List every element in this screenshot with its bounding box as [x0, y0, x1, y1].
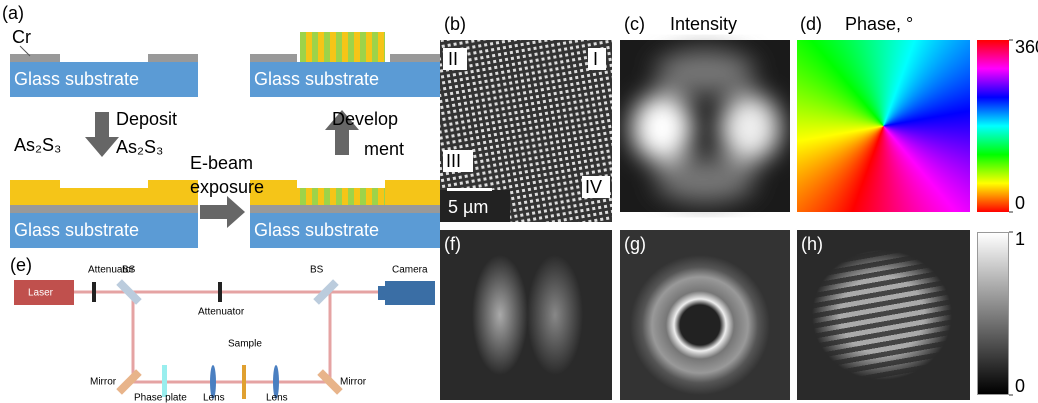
quadrant-label: II	[448, 49, 458, 69]
component-label: BS	[310, 265, 324, 276]
step-label: Deposit	[116, 109, 177, 129]
component-label: Camera	[392, 265, 428, 276]
panel-label: (h)	[801, 234, 823, 254]
step-label: E-beam	[190, 153, 253, 173]
component-label: Lens	[266, 393, 288, 403]
component-label: Mirror	[90, 377, 117, 388]
substrate-label: Glass substrate	[254, 69, 379, 89]
layer-label: As₂S₃	[14, 135, 61, 155]
figure: (a) Cr Glass substrate Glass substrate G…	[0, 0, 1038, 403]
component-label: BS	[122, 265, 136, 276]
step-label: Develop	[332, 109, 398, 129]
step-label: As₂S₃	[116, 137, 163, 157]
diagram: (a) Cr Glass substrate Glass substrate G…	[0, 0, 1038, 403]
panel-label: (e)	[10, 255, 32, 275]
step-label: exposure	[190, 177, 264, 197]
component-label: Attenuator	[198, 307, 245, 318]
quadrant-label: III	[446, 151, 461, 171]
substrate-label: Glass substrate	[254, 220, 379, 240]
panel-label: (a)	[2, 3, 24, 23]
colorbar-tick-label: 360	[1015, 37, 1038, 57]
colorbar-tick-label: 0	[1015, 376, 1025, 396]
panel-title: Intensity	[670, 14, 737, 34]
quadrant-label: IV	[585, 177, 602, 197]
step-label: ment	[364, 139, 404, 159]
panel-label: (b)	[444, 14, 466, 34]
colorbar-tick-label: 1	[1015, 229, 1025, 249]
component-label: Sample	[228, 339, 262, 350]
panel-label: (f)	[444, 234, 461, 254]
substrate-label: Glass substrate	[14, 220, 139, 240]
component-label: Laser	[28, 288, 54, 299]
quadrant-label: I	[593, 49, 598, 69]
component-label: Lens	[203, 393, 225, 403]
component-label: Mirror	[340, 377, 367, 388]
panel-label: (c)	[624, 14, 645, 34]
panel-label: (d)	[800, 14, 822, 34]
panel-title: Phase, °	[845, 14, 913, 34]
panel-label: (g)	[624, 234, 646, 254]
colorbar-tick-label: 0	[1015, 193, 1025, 213]
label: Cr	[12, 27, 31, 47]
scale-bar-label: 5 µm	[448, 197, 488, 217]
component-label: Phase plate	[134, 393, 187, 403]
substrate-label: Glass substrate	[14, 69, 139, 89]
